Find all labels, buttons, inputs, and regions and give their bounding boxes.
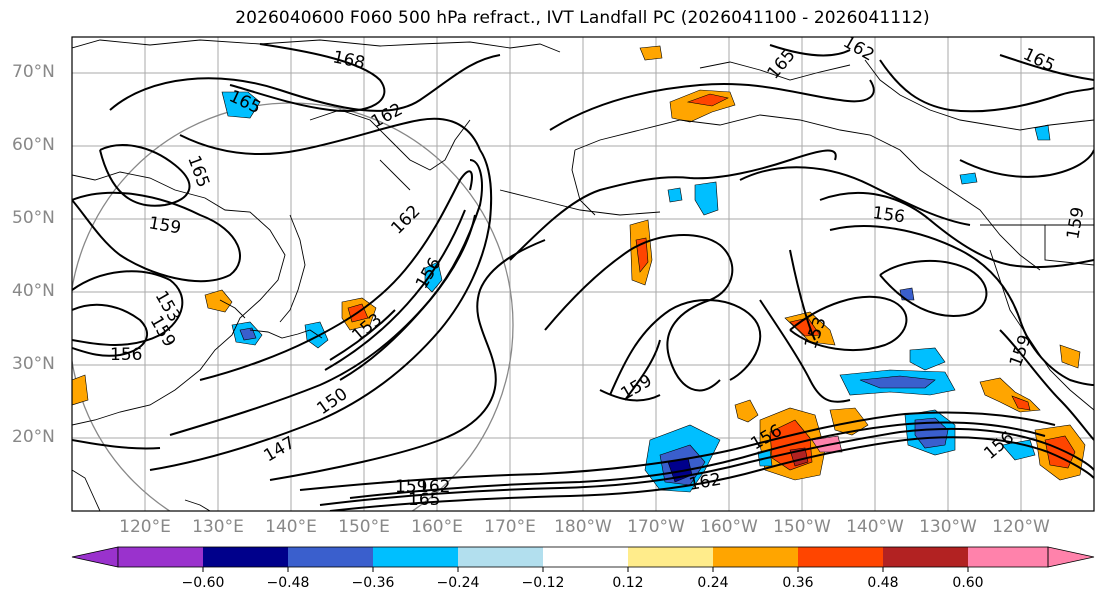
lat-label-60n: 60°N xyxy=(12,135,55,155)
lon-label: 140°W xyxy=(846,517,904,537)
colorbar-segment xyxy=(373,547,458,567)
lon-label: 150°W xyxy=(773,517,831,537)
lon-label: 160°W xyxy=(700,517,758,537)
lon-label: 130°W xyxy=(919,517,977,537)
colorbar-tick-label: −0.12 xyxy=(521,575,565,591)
lon-label: 140°E xyxy=(265,517,317,537)
colorbar-segment xyxy=(543,547,628,567)
colorbar-tick-label: 0.60 xyxy=(952,575,984,591)
refractivity-contours xyxy=(72,43,1094,511)
colorbar-extend-high xyxy=(1047,546,1095,568)
lat-label-20n: 20°N xyxy=(12,427,55,447)
colorbar-tick-label: −0.36 xyxy=(351,575,395,591)
colorbar-segment xyxy=(458,547,543,567)
contour-label: 156 xyxy=(110,345,142,365)
colorbar-segment xyxy=(203,547,288,567)
lon-label: 120°E xyxy=(119,517,171,537)
lon-label: 180°W xyxy=(554,517,612,537)
colorbar-segment xyxy=(883,547,968,567)
lon-label: 160°E xyxy=(411,517,463,537)
lat-label-70n: 70°N xyxy=(12,62,55,82)
lon-label: 120°W xyxy=(992,517,1050,537)
colorbar-tick-label: −0.48 xyxy=(266,575,310,591)
colorbar-tick-label: −0.24 xyxy=(436,575,480,591)
colorbar-tick-label: −0.60 xyxy=(181,575,225,591)
lat-label-30n: 30°N xyxy=(12,354,55,374)
colorbar-segment xyxy=(288,547,373,567)
colorbar-extend-low xyxy=(71,546,119,568)
colorbar-tick-label: 0.12 xyxy=(612,575,644,591)
contour-label: 162 xyxy=(418,477,450,497)
colorbar-segment xyxy=(118,547,203,567)
colorbar-segment xyxy=(713,547,798,567)
colorbar-segment xyxy=(628,547,713,567)
map-title: 2026040600 F060 500 hPa refract., IVT La… xyxy=(235,8,930,28)
colorbar-segment xyxy=(968,547,1048,567)
colorbar-tick-label: 0.36 xyxy=(782,575,814,591)
contour-label: 165 xyxy=(408,490,440,510)
lon-label: 150°E xyxy=(338,517,390,537)
lon-label: 130°E xyxy=(192,517,244,537)
lon-label: 170°E xyxy=(484,517,536,537)
colorbar-segment xyxy=(798,547,883,567)
colorbar xyxy=(71,546,1095,572)
colorbar-outline xyxy=(117,546,1049,568)
lat-label-50n: 50°N xyxy=(12,208,55,228)
colorbar-tick-label: 0.24 xyxy=(697,575,729,591)
contour-label: 156 xyxy=(871,203,906,227)
lat-label-40n: 40°N xyxy=(12,281,55,301)
coastlines xyxy=(72,39,1094,511)
lon-label: 170°W xyxy=(627,517,685,537)
colorbar-tick-label: 0.48 xyxy=(867,575,899,591)
contour-label: 159 xyxy=(395,477,427,497)
map-border xyxy=(71,36,1095,512)
